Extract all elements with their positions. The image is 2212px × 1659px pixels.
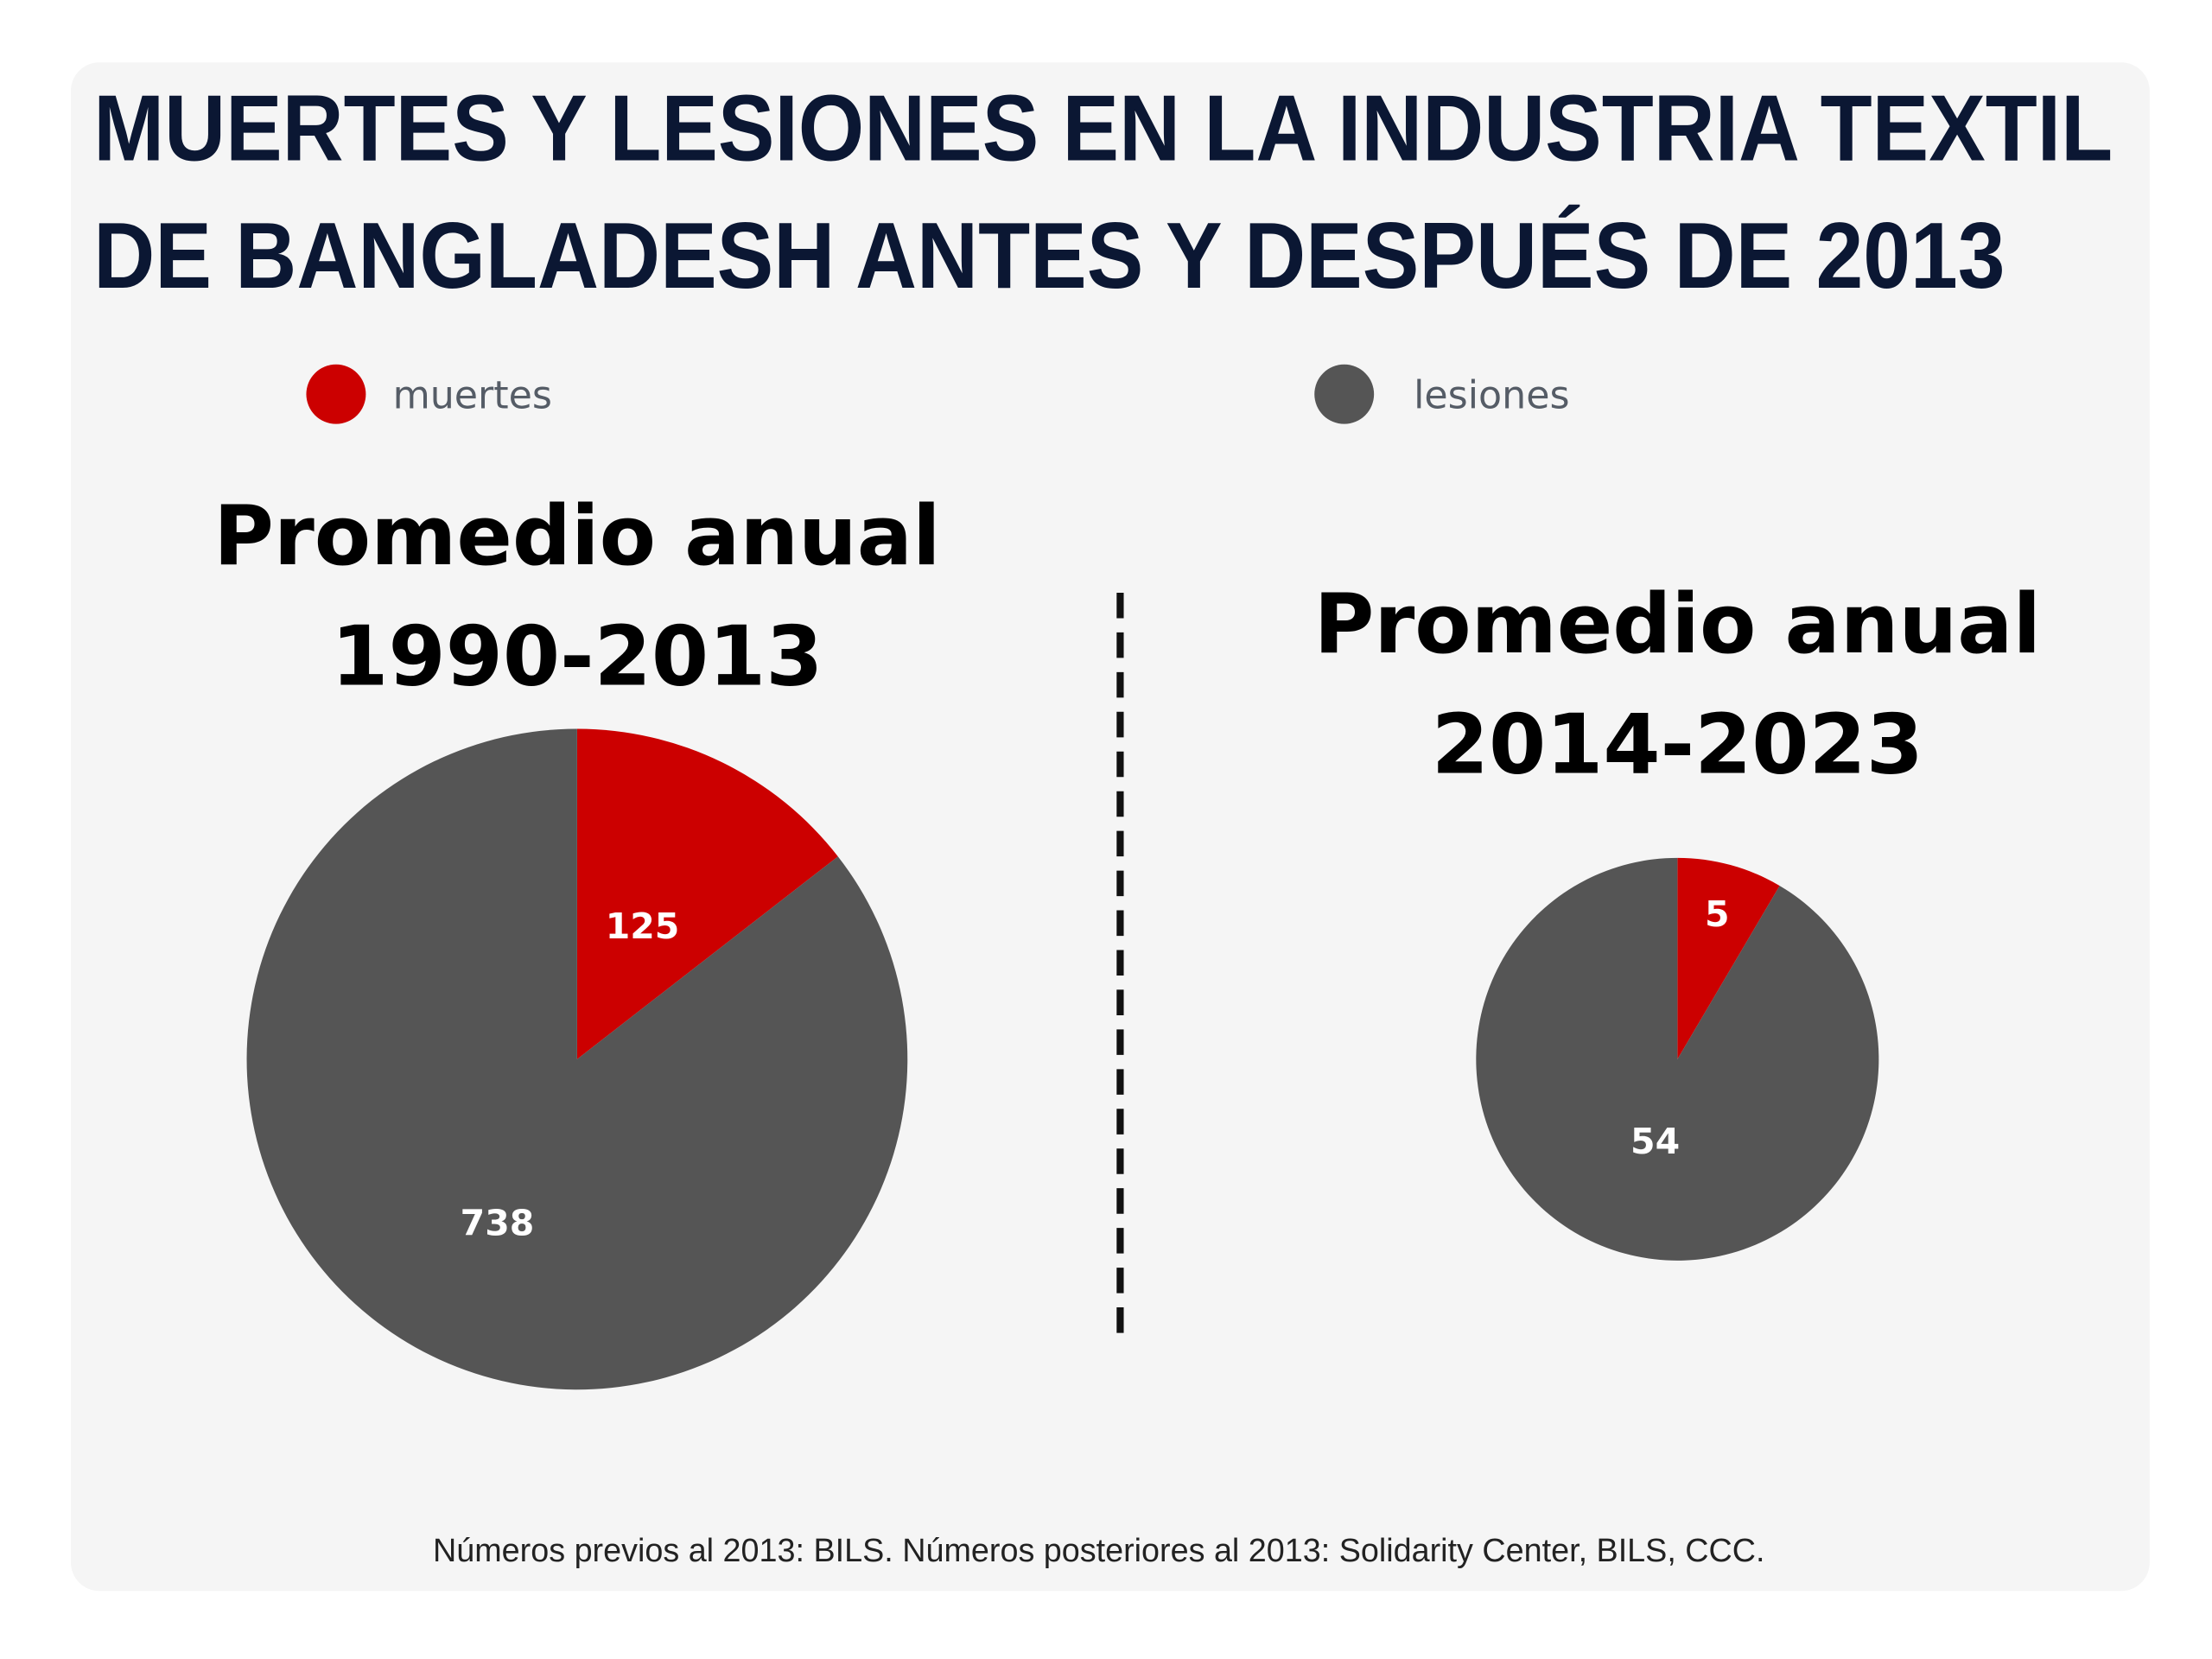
pie-slice-muertes xyxy=(1677,857,1780,1059)
pie-slice-lesiones xyxy=(246,728,908,1390)
pie-chart-2014-2023: 5 54 xyxy=(1476,857,1879,1261)
legend-swatch-muertes xyxy=(306,364,366,424)
pie-chart-1990-2013: 125 738 xyxy=(246,728,908,1390)
pie2-title-line-1: Promedio anual xyxy=(1314,577,2042,672)
data-label-muertes: 125 xyxy=(606,906,680,947)
data-label-lesiones: 54 xyxy=(1630,1121,1680,1162)
pie2-title-line-2: 2014-2023 xyxy=(1432,697,1923,792)
legend-label-lesiones: lesiones xyxy=(1414,374,1569,418)
title-line-2: DE BANGLADESH ANTES Y DESPUÉS DE 2013 xyxy=(93,203,2005,308)
legend: muertes lesiones xyxy=(306,364,1570,424)
data-label-lesiones: 738 xyxy=(461,1203,535,1244)
pie-slice-lesiones xyxy=(1476,857,1879,1261)
pie1-title-line-1: Promedio anual xyxy=(213,489,941,584)
title-line-1: MUERTES Y LESIONES EN LA INDUSTRIA TEXTI… xyxy=(93,75,2113,180)
pie1-title-line-2: 1990-2013 xyxy=(331,610,823,705)
pie-slice-muertes xyxy=(576,728,838,1059)
legend-label-muertes: muertes xyxy=(393,374,552,418)
legend-swatch-lesiones xyxy=(1314,364,1375,424)
source-note: Números previos al 2013: BILS. Números p… xyxy=(433,1532,1765,1568)
data-label-muertes: 5 xyxy=(1705,893,1730,935)
